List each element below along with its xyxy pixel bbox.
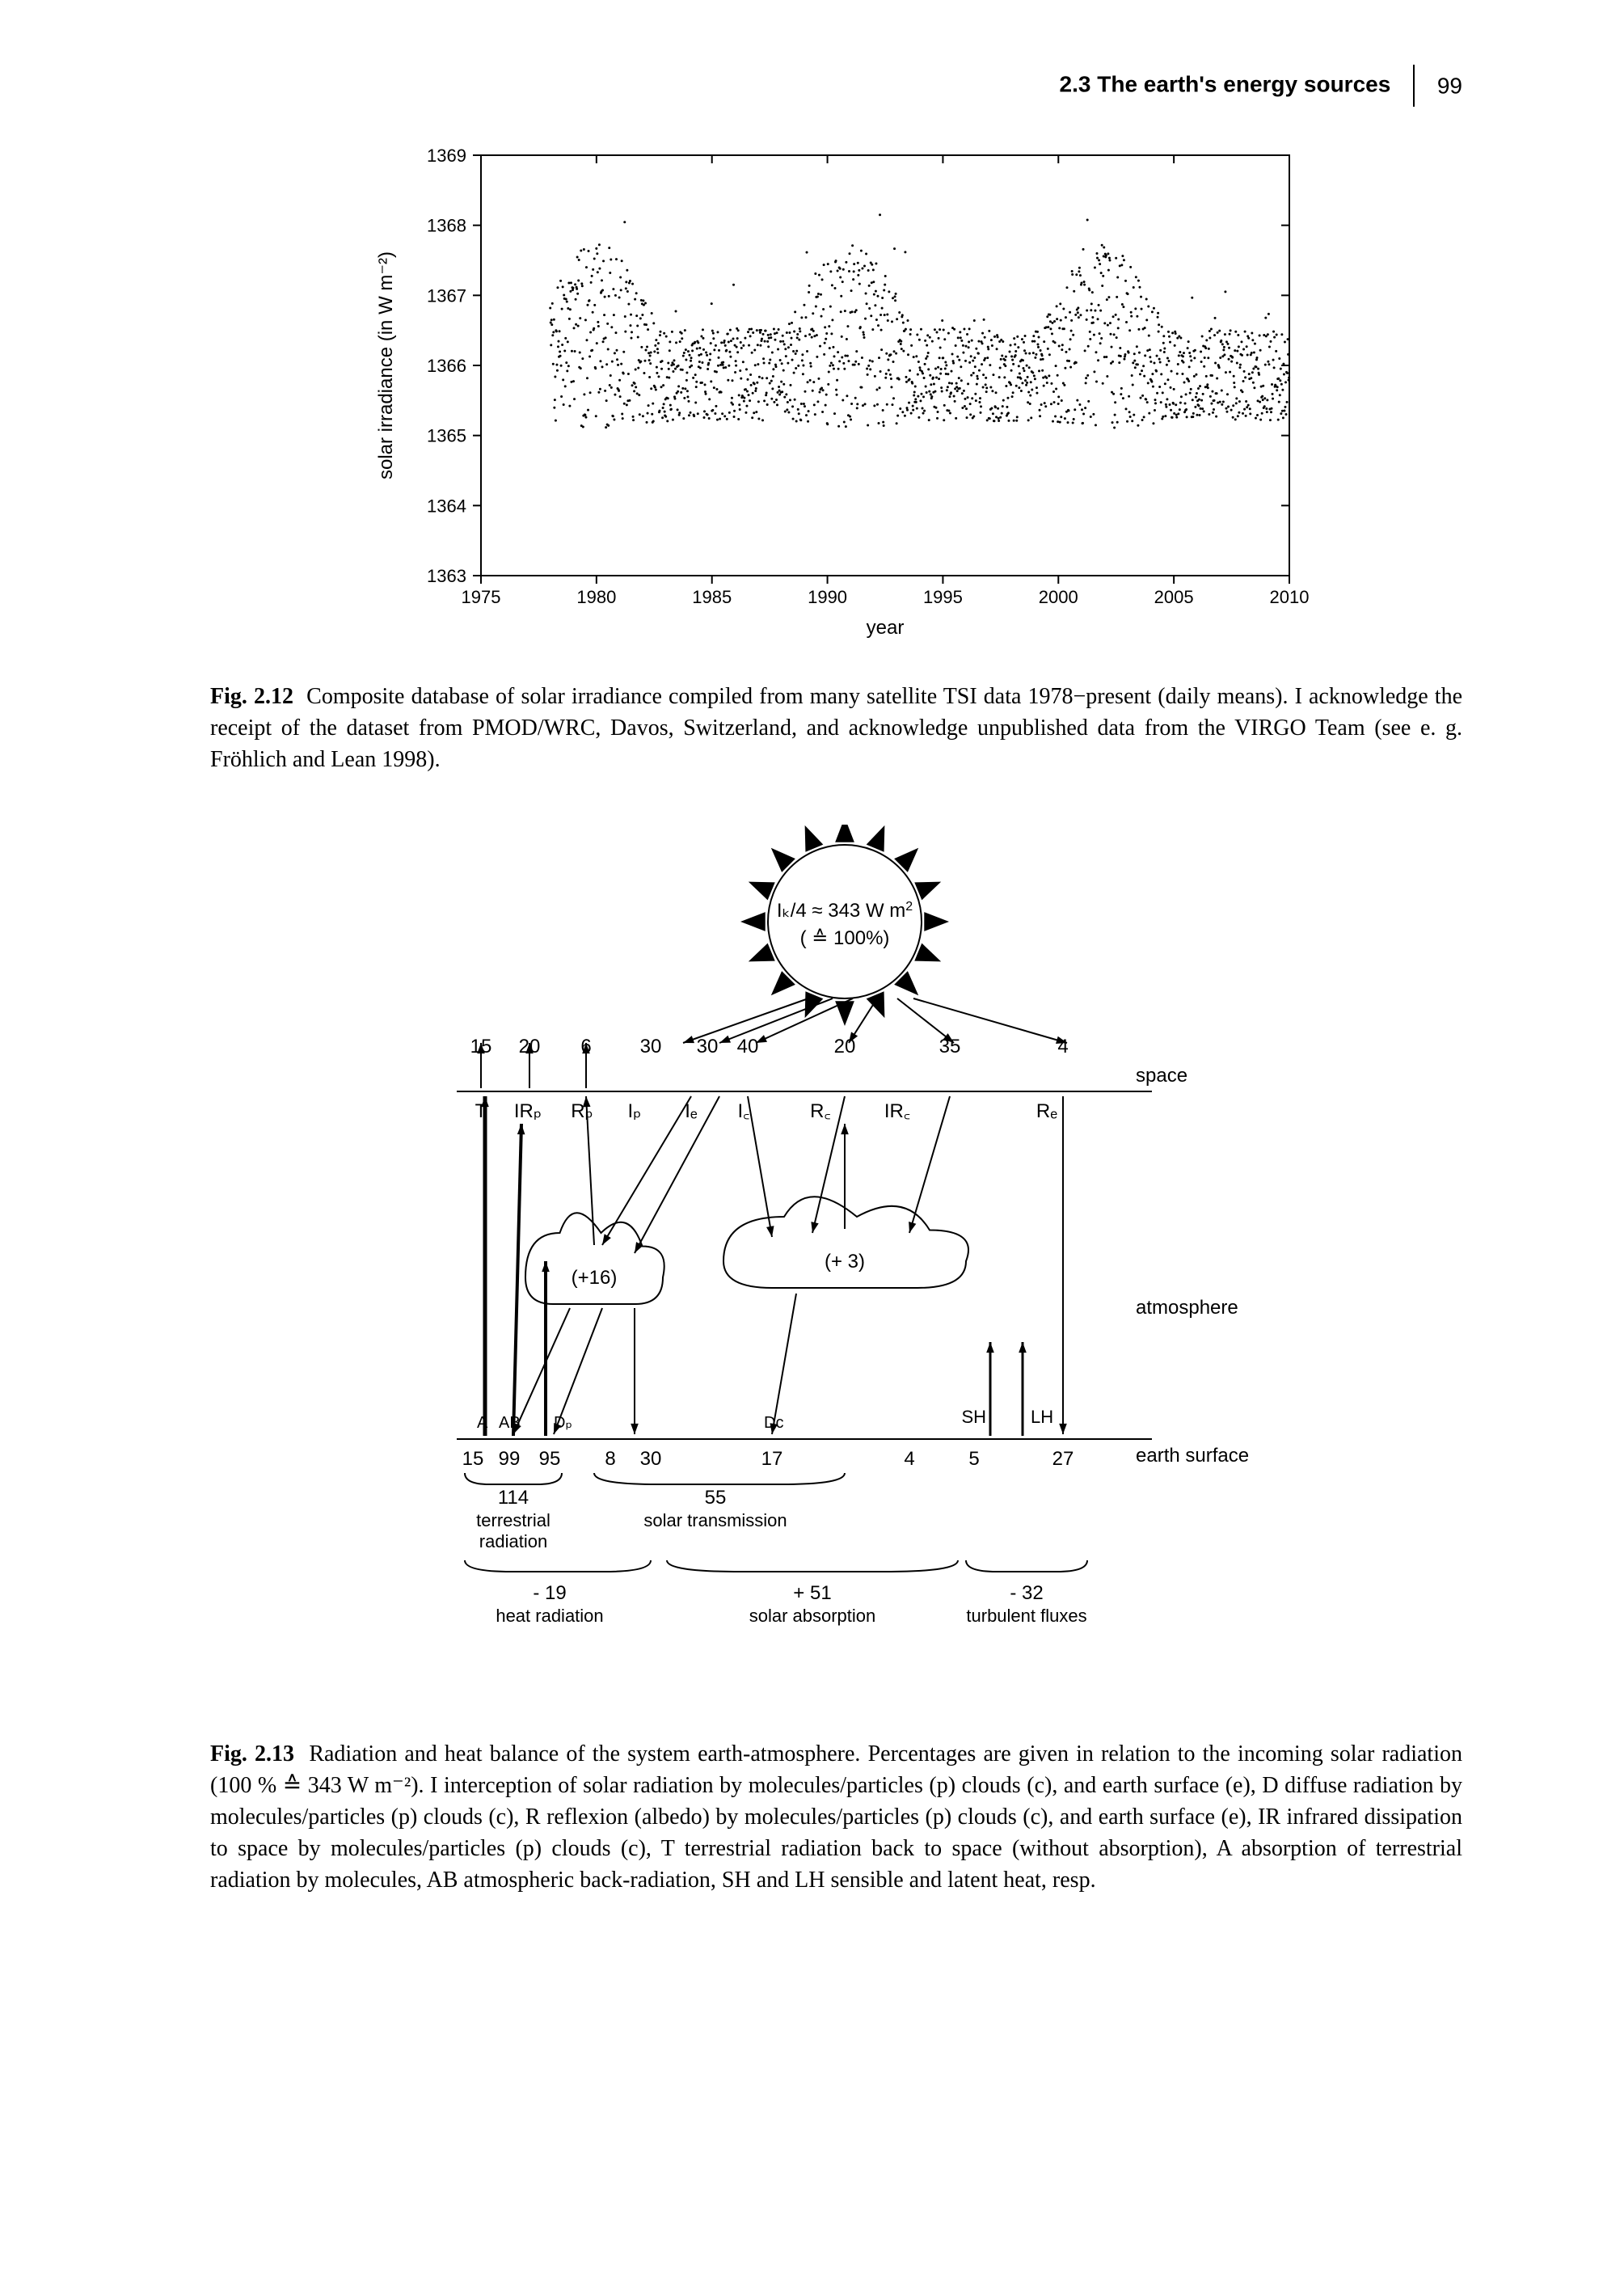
svg-text:- 19: - 19 <box>533 1582 566 1604</box>
svg-text:Iₚ: Iₚ <box>627 1100 641 1122</box>
page-number: 99 <box>1437 73 1462 98</box>
svg-text:IRₚ: IRₚ <box>513 1100 541 1122</box>
svg-text:turbulent fluxes: turbulent fluxes <box>966 1606 1086 1626</box>
svg-text:AB: AB <box>499 1414 521 1432</box>
svg-text:4: 4 <box>904 1448 914 1470</box>
svg-text:IR꜀: IR꜀ <box>884 1100 909 1122</box>
svg-text:Rₑ: Rₑ <box>1036 1100 1057 1122</box>
svg-text:1985: 1985 <box>692 587 732 607</box>
svg-text:I꜀: I꜀ <box>737 1100 749 1122</box>
caption-label: Fig. 2.13 <box>210 1741 294 1766</box>
svg-text:27: 27 <box>1052 1448 1074 1470</box>
svg-text:- 32: - 32 <box>1010 1582 1043 1604</box>
svg-text:(+16): (+16) <box>571 1267 617 1289</box>
svg-text:95: 95 <box>538 1448 560 1470</box>
svg-text:terrestrial: terrestrial <box>476 1510 550 1530</box>
header-divider <box>1413 65 1415 107</box>
svg-text:1368: 1368 <box>427 216 466 236</box>
svg-text:Dₚ: Dₚ <box>554 1414 572 1432</box>
fig-2-13-diagram: Iₖ/4 ≈ 343 W m2 ( ≙ 100%) space atmosphere e… <box>392 825 1281 1714</box>
svg-text:2010: 2010 <box>1269 587 1309 607</box>
svg-text:8: 8 <box>605 1448 615 1470</box>
svg-text:atmosphere: atmosphere <box>1136 1297 1238 1319</box>
svg-text:40: 40 <box>736 1036 758 1057</box>
svg-text:1365: 1365 <box>427 426 466 446</box>
svg-text:( ≙ 100%): ( ≙ 100%) <box>799 927 889 949</box>
svg-text:30: 30 <box>696 1036 718 1057</box>
svg-text:1990: 1990 <box>808 587 847 607</box>
svg-text:5: 5 <box>968 1448 979 1470</box>
svg-text:1367: 1367 <box>427 285 466 306</box>
svg-text:year: year <box>866 617 904 639</box>
running-head: 2.3 The earth's energy sources 99 <box>210 65 1462 107</box>
fig-2-12-chart: 1975 1980 1985 1990 1995 2000 2005 2010 1363 1364… <box>352 139 1322 656</box>
solar-irradiance-scatter: 1975 1980 1985 1990 1995 2000 2005 2010 1363 1364… <box>352 139 1322 656</box>
svg-text:space: space <box>1136 1065 1187 1087</box>
svg-text:earth surface: earth surface <box>1136 1445 1249 1467</box>
fig-2-13-caption: Fig. 2.13 Radiation and heat balance of … <box>210 1738 1462 1897</box>
svg-text:1975: 1975 <box>461 587 500 607</box>
svg-text:114: 114 <box>497 1487 528 1509</box>
svg-text:LH: LH <box>1031 1407 1053 1427</box>
svg-text:1364: 1364 <box>427 496 466 516</box>
svg-text:A: A <box>477 1414 488 1432</box>
svg-text:solar irradiance (in W m⁻²): solar irradiance (in W m⁻²) <box>375 251 397 479</box>
svg-text:radiation: radiation <box>479 1531 546 1551</box>
svg-text:Rₚ: Rₚ <box>571 1100 593 1122</box>
svg-text:1369: 1369 <box>427 146 466 166</box>
section-title: 2.3 The earth's energy sources <box>1060 71 1391 96</box>
svg-text:R꜀: R꜀ <box>810 1100 831 1122</box>
caption-label: Fig. 2.12 <box>210 684 293 709</box>
svg-text:SH: SH <box>961 1407 986 1427</box>
svg-text:+ 51: + 51 <box>793 1582 831 1604</box>
svg-text:2005: 2005 <box>1154 587 1193 607</box>
svg-text:solar absorption: solar absorption <box>749 1606 875 1626</box>
svg-text:1366: 1366 <box>427 356 466 376</box>
svg-text:heat radiation: heat radiation <box>496 1606 603 1626</box>
svg-text:15: 15 <box>462 1448 483 1470</box>
svg-text:2000: 2000 <box>1038 587 1078 607</box>
svg-text:(+ 3): (+ 3) <box>824 1251 864 1273</box>
svg-text:55: 55 <box>704 1487 726 1509</box>
svg-text:17: 17 <box>761 1448 782 1470</box>
svg-text:30: 30 <box>639 1036 661 1057</box>
radiation-balance-diagram: Iₖ/4 ≈ 343 W m2 ( ≙ 100%) space atmosphere e… <box>392 825 1281 1714</box>
caption-text: Radiation and heat balance of the system… <box>210 1741 1462 1893</box>
svg-text:30: 30 <box>639 1448 661 1470</box>
caption-text: Composite database of solar irradiance c… <box>210 684 1462 772</box>
svg-text:1363: 1363 <box>427 566 466 586</box>
svg-text:Iₖ/4 ≈ 343 W m2: Iₖ/4 ≈ 343 W m2 <box>776 899 912 922</box>
fig-2-12-caption: Fig. 2.12 Composite database of solar ir… <box>210 681 1462 776</box>
svg-text:Dс: Dс <box>764 1414 783 1432</box>
svg-text:1980: 1980 <box>576 587 616 607</box>
svg-text:solar transmission: solar transmission <box>643 1510 787 1530</box>
svg-text:1995: 1995 <box>922 587 962 607</box>
svg-text:99: 99 <box>498 1448 520 1470</box>
